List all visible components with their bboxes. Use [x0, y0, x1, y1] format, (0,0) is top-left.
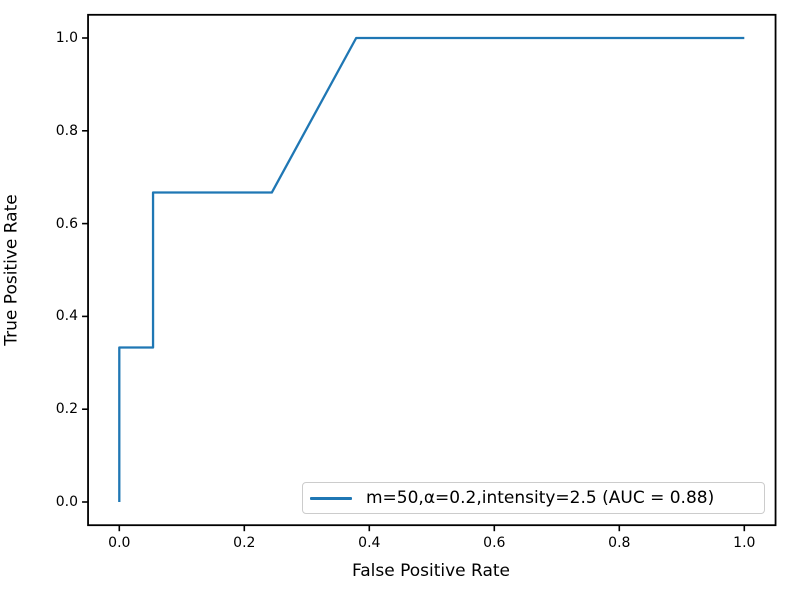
x-tick-label: 0.0: [108, 535, 131, 551]
x-tick-label: 0.8: [608, 535, 631, 551]
y-tick-label: 0.6: [55, 215, 78, 232]
roc-curve-line: [118, 36, 745, 502]
legend-label: m=50,α=0.2,intensity=2.5 (AUC = 0.88): [366, 487, 715, 508]
x-tick-label: 0.4: [358, 535, 381, 551]
legend: m=50,α=0.2,intensity=2.5 (AUC = 0.88): [302, 482, 765, 514]
x-tick-label: 1.0: [733, 535, 756, 551]
y-tick-label: 0.8: [55, 122, 78, 139]
y-axis-label: True Positive Rate: [1, 194, 22, 346]
y-tick-label: 0.2: [55, 401, 78, 418]
y-tick-label: 0.4: [55, 308, 78, 325]
plot-frame: [87, 13, 777, 527]
legend-line-sample: [310, 496, 352, 500]
x-tick-label: 0.6: [483, 535, 506, 551]
x-tick-label: 0.2: [233, 535, 256, 551]
x-axis-label: False Positive Rate: [352, 561, 510, 581]
y-tick-label: 0.0: [55, 494, 78, 510]
y-tick-label: 1.0: [55, 30, 78, 46]
